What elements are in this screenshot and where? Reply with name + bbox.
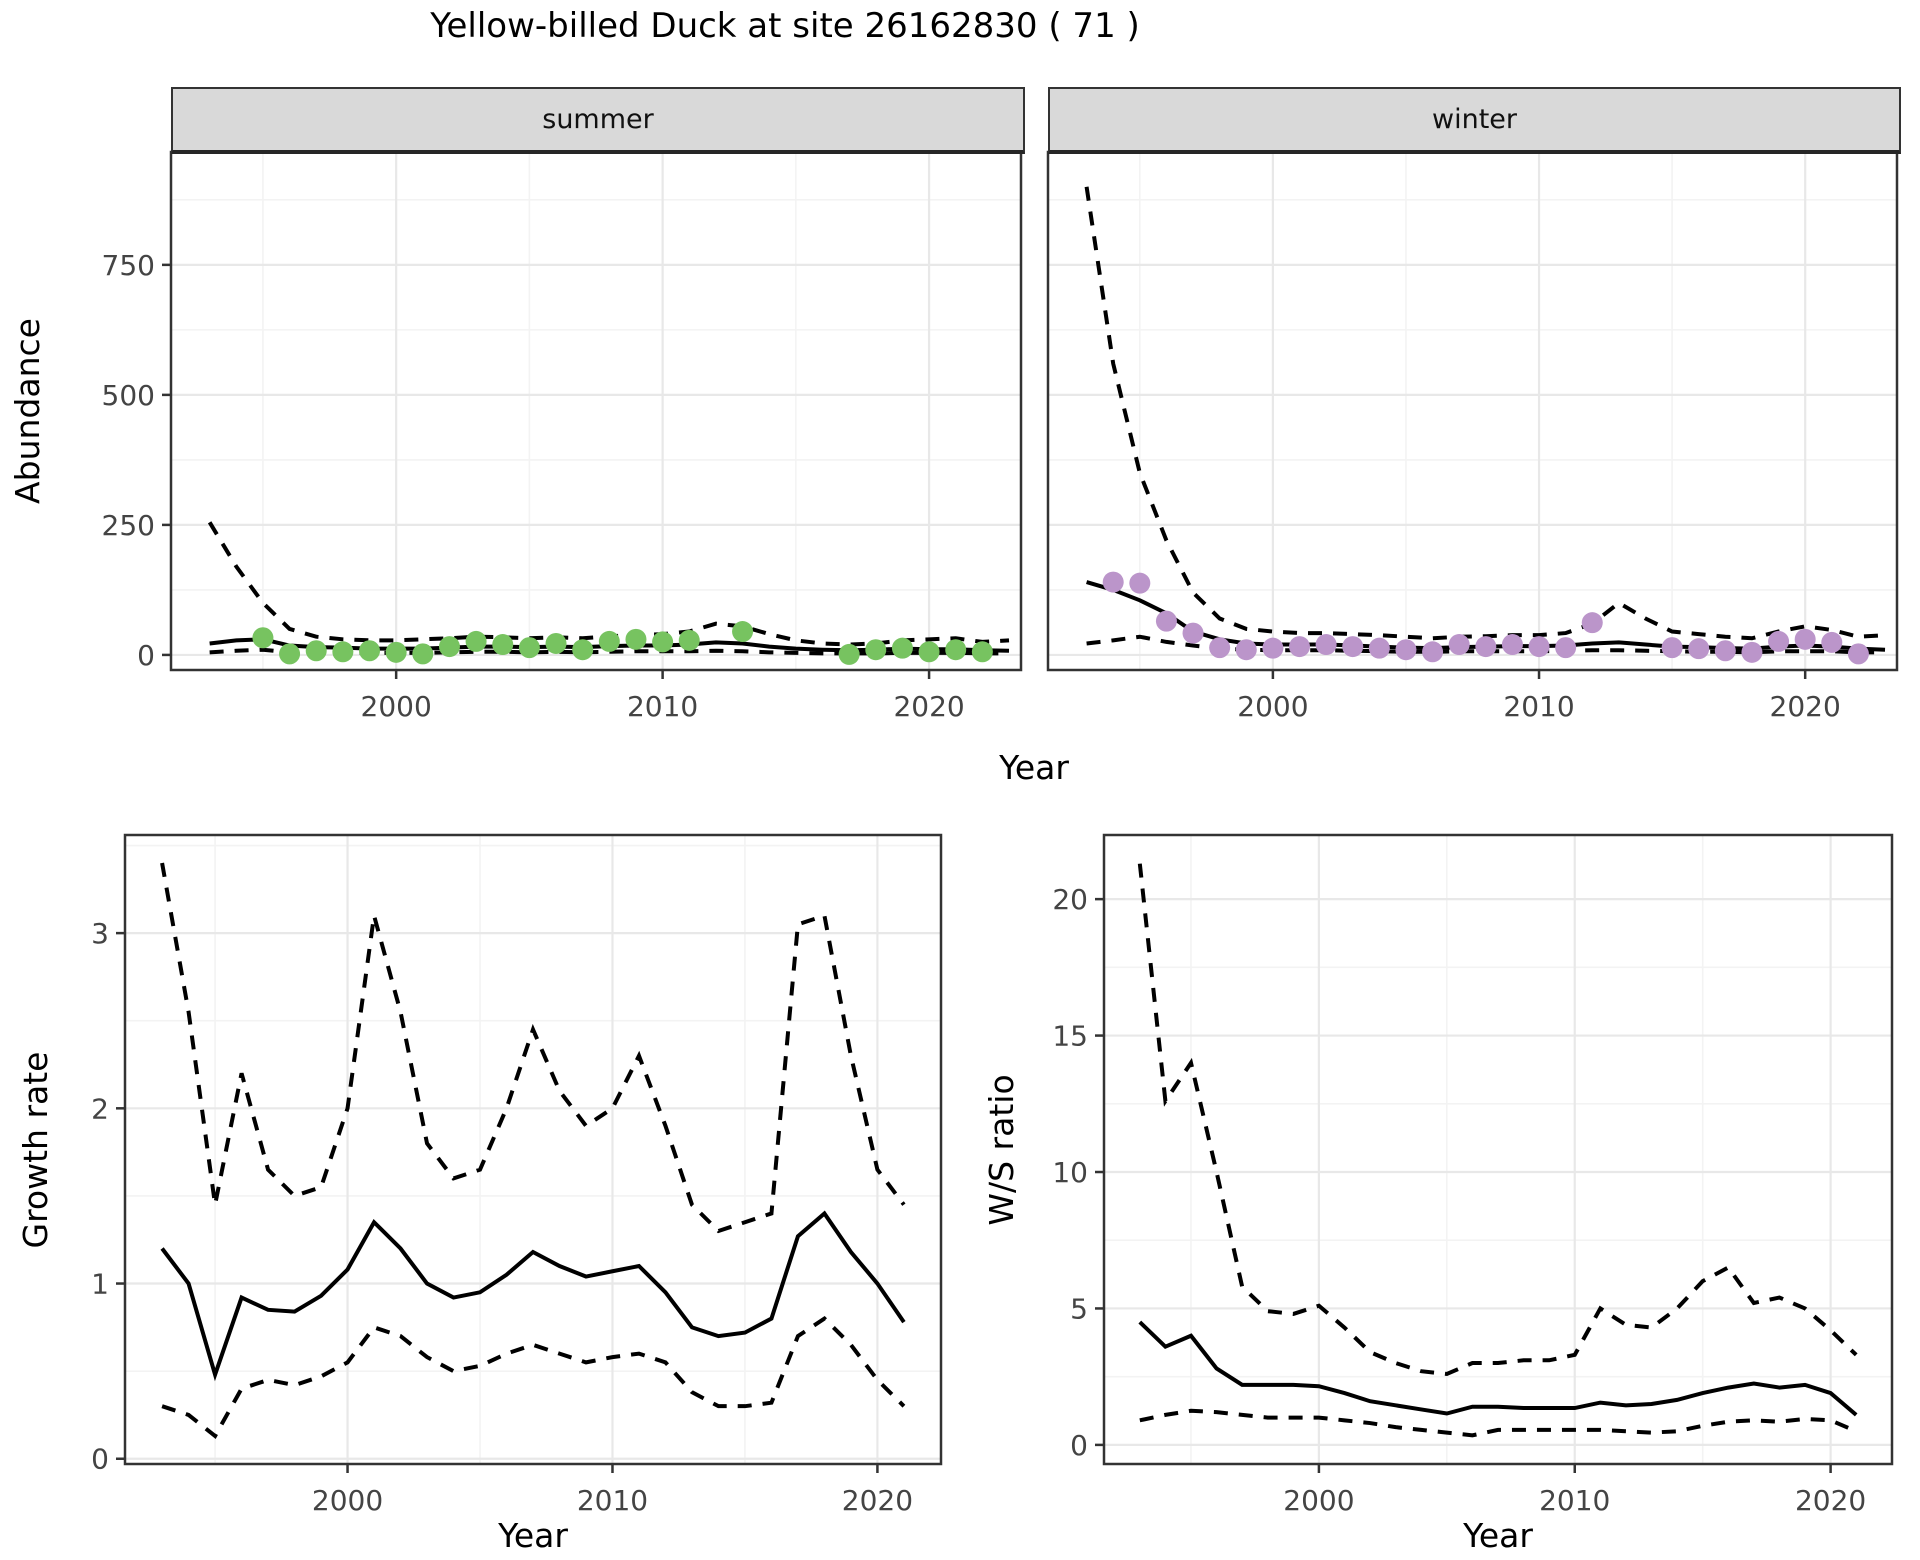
winter-panel: 2000 2010 2020 xyxy=(1046,150,1899,723)
summer-data-point xyxy=(598,630,620,652)
winter-data-point xyxy=(1155,610,1177,632)
winter-data-point xyxy=(1741,641,1763,663)
summer-data-point xyxy=(465,630,487,652)
growth-y-tick-label: 2 xyxy=(91,1092,109,1125)
winter-data-point xyxy=(1661,637,1683,659)
facet-strip-summer-label: summer xyxy=(542,104,654,135)
summer-data-point xyxy=(865,639,887,661)
winter-data-point xyxy=(1315,634,1337,656)
summer-data-point xyxy=(412,643,434,665)
summer-data-point xyxy=(971,641,993,663)
summer-data-point xyxy=(545,632,567,654)
summer-data-point xyxy=(518,637,540,659)
summer-data-point xyxy=(652,631,674,653)
summer-data-point xyxy=(279,643,301,665)
ws-y-tick-label: 20 xyxy=(1052,883,1088,916)
ws-x-tick-label: 2020 xyxy=(1795,1484,1866,1517)
top-x-axis-title: Year xyxy=(999,748,1069,787)
winter-data-point xyxy=(1368,637,1390,659)
facet-strip-winter-label: winter xyxy=(1432,104,1517,135)
ws-y-tick-label: 0 xyxy=(1070,1429,1088,1462)
summer-data-point xyxy=(891,637,913,659)
summer-x-tick-label: 2020 xyxy=(893,690,964,723)
summer-data-point xyxy=(359,640,381,662)
summer-data-point xyxy=(678,629,700,651)
winter-data-point xyxy=(1129,572,1151,594)
winter-data-point xyxy=(1714,640,1736,662)
winter-data-point xyxy=(1528,636,1550,658)
growth-x-tick-label: 2000 xyxy=(312,1484,383,1517)
summer-y-tick-label: 750 xyxy=(102,249,155,282)
summer-data-point xyxy=(732,621,754,643)
winter-data-point xyxy=(1422,641,1444,663)
winter-data-point xyxy=(1581,612,1603,634)
ws-lower_95ci-line xyxy=(1139,1408,1857,1438)
bottom-right-x-axis-title: Year xyxy=(1463,1516,1533,1555)
summer-data-point xyxy=(625,628,647,650)
summer-data-point xyxy=(838,643,860,665)
winter-data-point xyxy=(1448,634,1470,656)
growth-median_fit-line xyxy=(160,1210,906,1382)
ws-x-tick-label: 2000 xyxy=(1283,1484,1354,1517)
winter-data-point xyxy=(1794,628,1816,650)
winter-data-point xyxy=(1262,637,1284,659)
ws-upper_95ci-line xyxy=(1137,863,1858,1376)
winter-x-tick-label: 2020 xyxy=(1770,690,1841,723)
summer-data-point xyxy=(492,634,514,656)
facet-strip-winter: winter xyxy=(1048,87,1901,154)
summer-x-tick-label: 2010 xyxy=(627,690,698,723)
winter-data-point xyxy=(1501,634,1523,656)
winter-data-point xyxy=(1235,639,1257,661)
winter-data-point xyxy=(1395,639,1417,661)
winter-data-point xyxy=(1847,643,1869,665)
growth-y-tick-label: 1 xyxy=(91,1268,109,1301)
summer-data-point xyxy=(252,627,274,649)
summer-data-point xyxy=(438,636,460,658)
ws-panel: 0 5 10 15 20 2000 2010 2020 xyxy=(1052,833,1894,1517)
ws-median_fit-line xyxy=(1138,1320,1858,1417)
facet-strip-summer: summer xyxy=(171,87,1025,154)
summer-data-point xyxy=(332,641,354,663)
winter-x-tick-label: 2010 xyxy=(1503,690,1574,723)
figure-title: Yellow-billed Duck at site 26162830 ( 71… xyxy=(430,6,1140,46)
growth-y-axis-title: Growth rate xyxy=(16,1051,55,1249)
growth-lower_95ci-line xyxy=(161,1316,906,1439)
summer-x-tick-label: 2000 xyxy=(361,690,432,723)
summer-y-tick-label: 250 xyxy=(102,509,155,542)
ws-y-tick-label: 15 xyxy=(1052,1020,1088,1053)
ws-y-tick-label: 5 xyxy=(1070,1292,1088,1325)
growth-y-tick-label: 0 xyxy=(91,1443,109,1476)
growth-x-tick-label: 2020 xyxy=(842,1484,913,1517)
summer-data-point xyxy=(945,639,967,661)
winter-data-point xyxy=(1821,631,1843,653)
bottom-left-x-axis-title: Year xyxy=(498,1516,568,1555)
ws-y-tick-label: 10 xyxy=(1052,1156,1088,1189)
winter-data-point xyxy=(1102,571,1124,593)
growth-y-tick-label: 3 xyxy=(91,917,109,950)
summer-y-tick-label: 500 xyxy=(102,379,155,412)
summer-panel: 0 250 500 750 2000 2010 2020 xyxy=(102,150,1023,723)
winter-data-point xyxy=(1475,636,1497,658)
winter-data-point xyxy=(1289,636,1311,658)
summer-y-tick-label: 0 xyxy=(137,639,155,672)
winter-data-point xyxy=(1768,630,1790,652)
abundance-y-axis-title: Abundance xyxy=(8,318,47,504)
winter-data-point xyxy=(1555,637,1577,659)
winter-data-point xyxy=(1688,638,1710,660)
summer-data-point xyxy=(385,641,407,663)
growth-upper_95ci-line xyxy=(160,862,906,1234)
winter-data-point xyxy=(1182,622,1204,644)
winter-data-point xyxy=(1342,636,1364,658)
growth-panel: 0 1 2 3 2000 2010 2020 xyxy=(91,833,943,1517)
growth-x-tick-label: 2010 xyxy=(577,1484,648,1517)
summer-data-point xyxy=(918,641,940,663)
summer-data-point xyxy=(305,640,327,662)
winter-data-point xyxy=(1209,637,1231,659)
ws-y-axis-title: W/S ratio xyxy=(982,1074,1021,1226)
ws-x-tick-label: 2010 xyxy=(1539,1484,1610,1517)
summer-data-point xyxy=(572,639,594,661)
winter-x-tick-label: 2000 xyxy=(1237,690,1308,723)
